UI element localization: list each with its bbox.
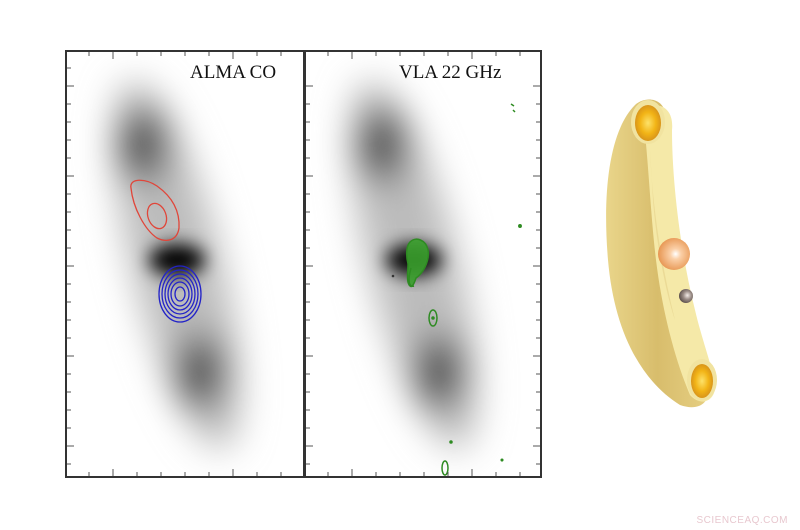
top-end-glow: [635, 105, 661, 141]
alma-co-image: [65, 50, 305, 478]
torus-illustration: [590, 90, 740, 420]
alma-co-panel: ALMA CO: [65, 50, 305, 478]
curved-tube-graphic: [606, 99, 717, 408]
bottom-end-glow: [691, 364, 713, 398]
panel-label: ALMA CO: [190, 62, 277, 83]
noise-dot: [391, 274, 395, 278]
axis-ticks: [306, 52, 540, 476]
watermark: SCIENCEAQ.COM: [696, 515, 788, 526]
panel-label: VLA 22 GHz: [399, 62, 502, 83]
blue-contours: [158, 265, 202, 323]
red-contours: [130, 179, 180, 241]
panel-frame: [304, 50, 542, 478]
large-sphere: [658, 238, 690, 270]
vla-22ghz-panel: VLA 22 GHz: [304, 50, 542, 478]
axis-ticks: [67, 52, 282, 476]
small-sphere: [679, 289, 693, 303]
green-contours: [405, 103, 522, 476]
dust-core-emission: [149, 244, 205, 276]
vla-22ghz-image: [304, 50, 542, 478]
